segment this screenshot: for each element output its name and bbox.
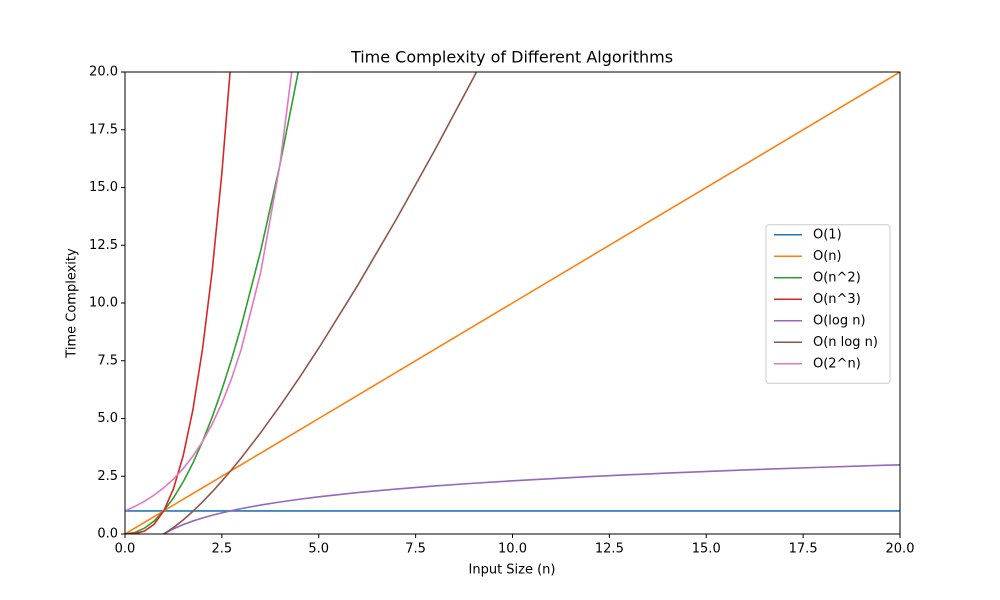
legend-box: [765, 224, 891, 384]
series-line: [162, 463, 900, 534]
legend-label: O(n^3): [813, 292, 861, 307]
x-tick-label: 17.5: [789, 542, 818, 557]
legend-label: O(2^n): [813, 356, 861, 371]
series-line: [125, 72, 300, 534]
legend-label: O(n log n): [813, 335, 878, 350]
x-tick-label: 7.5: [405, 542, 426, 557]
x-axis-label: Input Size (n): [469, 563, 556, 578]
series-line: [162, 72, 478, 534]
legend-label: O(n^2): [813, 270, 861, 285]
legend-label: O(n): [813, 249, 842, 264]
x-tick-label: 0.0: [115, 542, 136, 557]
y-tick-label: 17.5: [89, 122, 118, 137]
y-tick-label: 15.0: [89, 180, 118, 195]
y-tick-label: 10.0: [89, 296, 118, 311]
y-tick-label: 2.5: [97, 469, 118, 484]
y-tick-label: 0.0: [97, 527, 118, 542]
plot-area: [125, 72, 900, 534]
y-tick-label: 12.5: [89, 238, 118, 253]
y-axis-label: Time Complexity: [65, 248, 80, 359]
x-tick-label: 15.0: [692, 542, 721, 557]
x-tick-label: 2.5: [212, 542, 233, 557]
x-tick-label: 10.0: [498, 542, 527, 557]
legend-label: O(log n): [813, 313, 866, 328]
series-line: [125, 72, 900, 534]
y-tick-label: 7.5: [97, 353, 118, 368]
chart-title: Time Complexity of Different Algorithms: [350, 48, 673, 67]
y-tick-label: 5.0: [97, 411, 118, 426]
legend-label: O(1): [813, 227, 842, 242]
x-tick-label: 5.0: [308, 542, 329, 557]
x-tick-label: 12.5: [595, 542, 624, 557]
series-line: [125, 72, 231, 534]
x-tick-label: 20.0: [886, 542, 915, 557]
y-tick-label: 20.0: [89, 65, 118, 80]
